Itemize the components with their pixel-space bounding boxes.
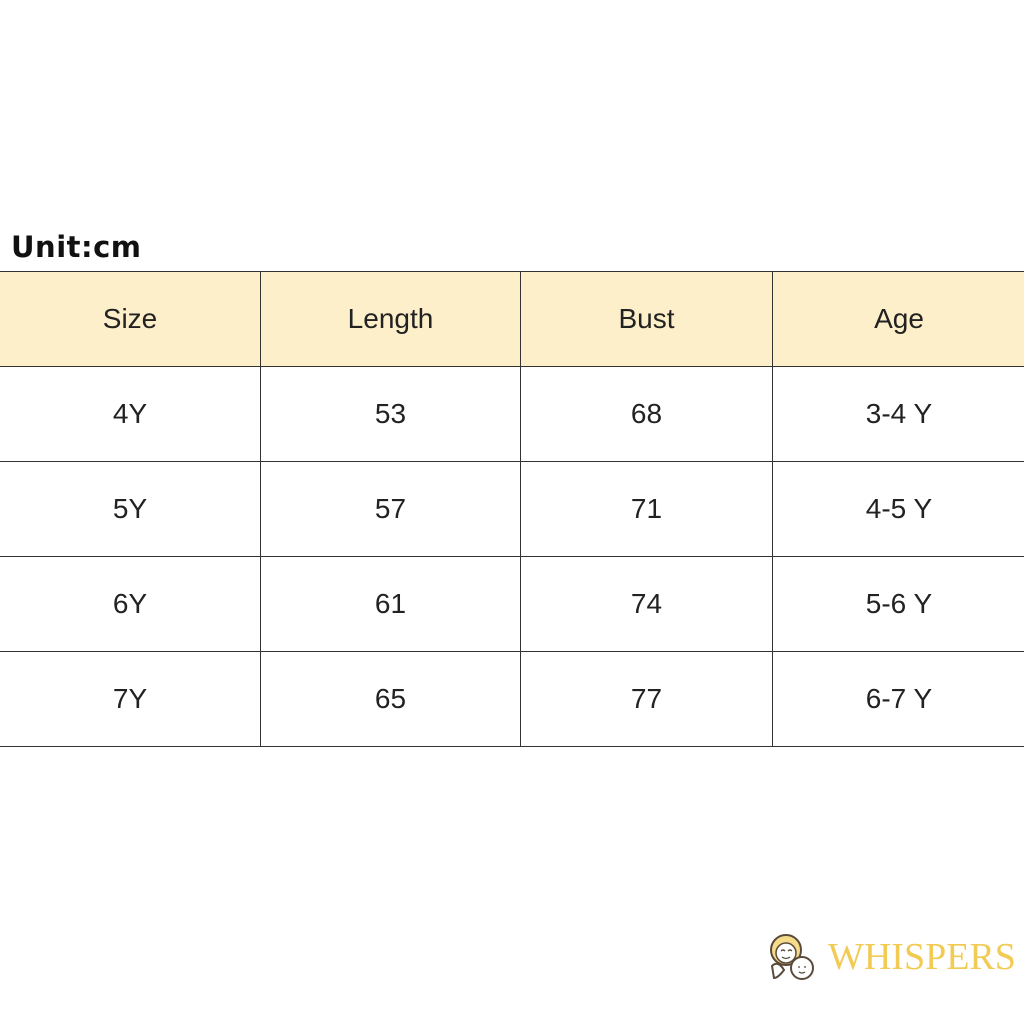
table-row: 6Y 61 74 5-6 Y [0,556,1024,652]
cell-age: 6-7 Y [772,651,1024,747]
mother-child-faces-icon [770,934,814,980]
cell-bust: 71 [520,461,773,557]
cell-length: 65 [260,651,521,747]
table-row: 4Y 53 68 3-4 Y [0,366,1024,462]
cell-length: 53 [260,366,521,462]
logo-text: WHISPERS [828,936,1016,978]
cell-size: 4Y [0,366,261,462]
cell-bust: 77 [520,651,773,747]
cell-age: 5-6 Y [772,556,1024,652]
header-age: Age [772,271,1024,367]
cell-size: 6Y [0,556,261,652]
cell-size: 7Y [0,651,261,747]
table-row: 5Y 57 71 4-5 Y [0,461,1024,557]
cell-length: 57 [260,461,521,557]
header-size: Size [0,271,261,367]
header-length: Length [260,271,521,367]
cell-length: 61 [260,556,521,652]
table-header-row: Size Length Bust Age [0,271,1024,367]
header-bust: Bust [520,271,773,367]
size-chart-table: Size Length Bust Age 4Y 53 68 3-4 Y 5Y 5… [0,271,1024,747]
cell-size: 5Y [0,461,261,557]
cell-age: 3-4 Y [772,366,1024,462]
unit-label: Unit:cm [11,230,142,264]
table-row: 7Y 65 77 6-7 Y [0,651,1024,747]
cell-bust: 74 [520,556,773,652]
cell-bust: 68 [520,366,773,462]
whispers-logo: WHISPERS [766,932,1016,982]
cell-age: 4-5 Y [772,461,1024,557]
